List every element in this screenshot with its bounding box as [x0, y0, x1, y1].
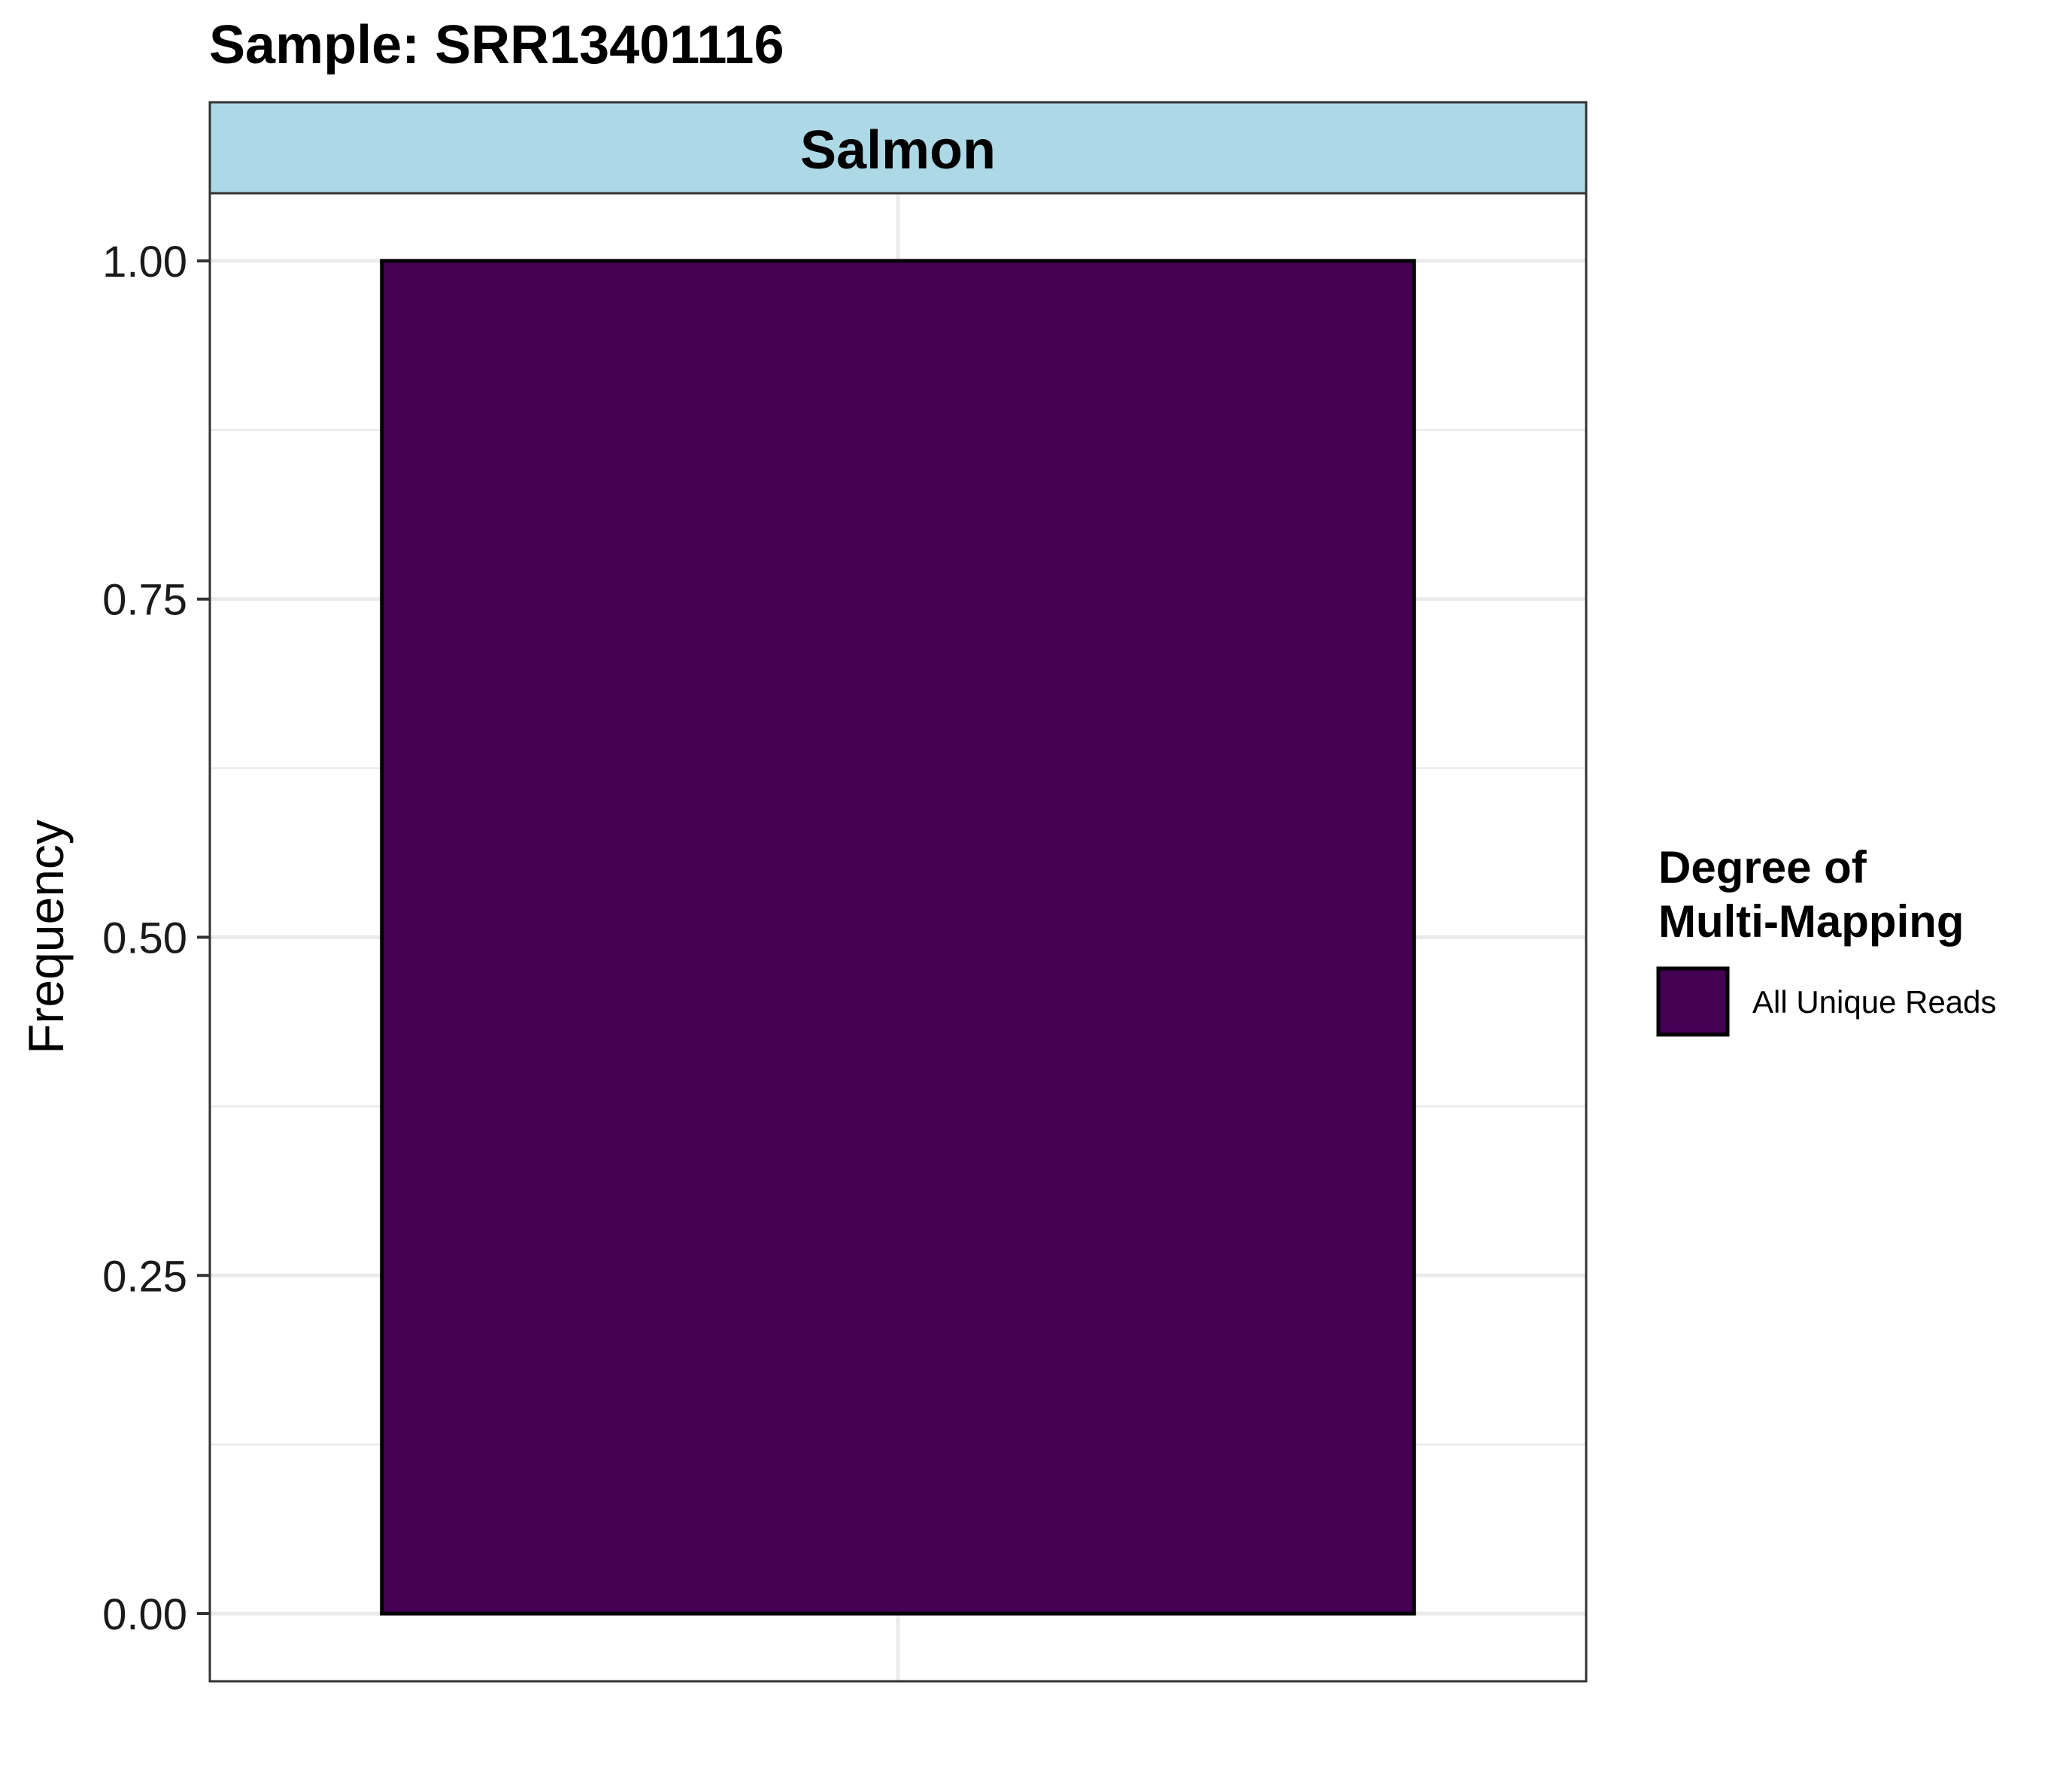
plot-panel: [208, 192, 1588, 1683]
legend-swatch: [1656, 966, 1730, 1037]
legend-title-line2: Multi-Mapping: [1658, 896, 1964, 947]
facet-label: Salmon: [800, 120, 996, 180]
legend-item-label: All Unique Reads: [1752, 984, 1997, 1020]
facet-strip: [208, 101, 1588, 195]
legend-title-line1: Degree of: [1658, 842, 1867, 893]
y-axis-label: Frequency: [18, 820, 74, 1054]
y-tick-label: 0.75: [102, 576, 187, 625]
y-tick-label: 0.50: [102, 914, 187, 963]
y-tick-label: 1.00: [102, 238, 187, 286]
y-tick-label: 0.00: [102, 1590, 187, 1639]
legend: Degree of Multi-Mapping All Unique Reads: [1656, 842, 1997, 1037]
y-tick-label: 0.25: [102, 1252, 187, 1301]
chart-title: Sample: SRR13401116: [209, 15, 784, 75]
bar: [380, 259, 1416, 1616]
y-axis: 0.00 0.25 0.50 0.75 1.00: [102, 238, 210, 1639]
